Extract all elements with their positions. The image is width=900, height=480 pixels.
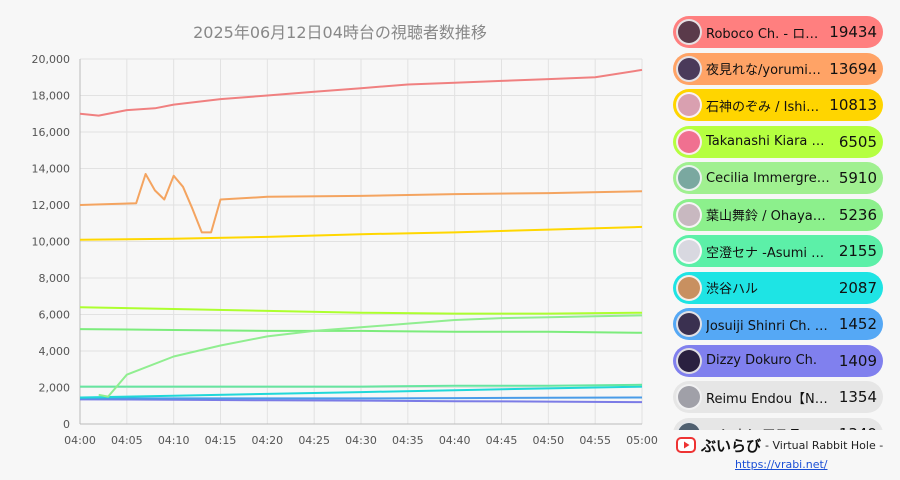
- series-lines: [79, 68, 643, 404]
- avatar: [676, 19, 702, 45]
- avatar: [676, 165, 702, 191]
- legend-item[interactable]: Reimu Endou【NIJISANJI EN】 1354: [673, 381, 883, 413]
- legend-item[interactable]: Takanashi Kiara Ch. 6505: [673, 125, 883, 158]
- brand-subtitle: - Virtual Rabbit Hole -: [765, 438, 884, 452]
- legend-item-value: 2087: [838, 278, 877, 297]
- legend-item-value: 1409: [838, 351, 877, 370]
- legend-item[interactable]: Dizzy Dokuro Ch. 1409: [673, 344, 883, 377]
- legend-item-value: 10813: [829, 96, 877, 114]
- line-chart: 2025年06月12日04時台の視聴者数推移 0 2,000 4,000 6,000 8…: [32, 23, 658, 447]
- legend-item-value: 19434: [829, 23, 877, 41]
- x-tick-label: 04:10: [158, 434, 190, 447]
- series-line: [79, 306, 643, 315]
- chart-title: 2025年06月12日04時台の視聴者数推移: [193, 23, 487, 42]
- x-tick-label: 04:30: [345, 434, 377, 447]
- x-tick-label: 04:15: [205, 434, 237, 447]
- legend-item-name: 空澄セナ -Asumi Sena-: [706, 245, 831, 261]
- legend-item-name: Takanashi Kiara Ch.: [706, 134, 831, 149]
- legend-item[interactable]: 石神のぞみ / Ishigami Nozomi 10813: [673, 89, 883, 121]
- legend-item-name: 葉山舞鈴 / Ohayama: [706, 209, 831, 224]
- grid: [79, 58, 643, 425]
- legend-item[interactable]: Cecilia Immergreen Ch. 5910: [673, 162, 883, 194]
- x-tick-label: 04:35: [392, 434, 424, 447]
- x-tick-label: 04:45: [486, 434, 518, 447]
- series-line: [79, 385, 643, 399]
- y-tick-label: 6,000: [39, 309, 71, 322]
- avatar: [676, 238, 702, 264]
- series-line: [79, 225, 643, 241]
- avatar: [676, 311, 702, 337]
- series-line: [80, 383, 643, 388]
- y-tick-label: 14,000: [32, 163, 71, 176]
- legend-item-name: Cecilia Immergreen Ch.: [706, 170, 831, 186]
- y-tick-label: 16,000: [32, 126, 71, 139]
- legend-item[interactable]: 夜見れな/yorumi rena 13694: [673, 52, 883, 85]
- y-tick-label: 8,000: [39, 272, 71, 285]
- legend-item-name: Roboco Ch. - ロボ子: [706, 26, 822, 42]
- avatar: [676, 55, 702, 82]
- x-tick-label: 04:25: [298, 434, 330, 447]
- legend-item[interactable]: Josuiji Shinri Ch. 如月真理 1452: [673, 308, 883, 340]
- series-line: [79, 68, 643, 117]
- x-tick-label: 04:40: [439, 434, 471, 447]
- brand-row: ぶいらび - Virtual Rabbit Hole -: [676, 434, 900, 456]
- legend-item-value: 5236: [838, 205, 877, 224]
- legend-item-name: 石神のぞみ / Ishigami Nozomi: [706, 99, 822, 115]
- legend-item[interactable]: ハシオト アスラ 1349: [673, 417, 883, 431]
- avatar: [676, 274, 702, 301]
- y-tick-label: 20,000: [32, 53, 71, 66]
- brand-name: ぶいらび: [701, 436, 762, 455]
- x-tick-label: 04:20: [251, 434, 283, 447]
- legend: Roboco Ch. - ロボ子 19434 夜見れな/yorumi rena 136…: [673, 16, 883, 430]
- avatar: [676, 384, 702, 410]
- legend-item-value: 2155: [838, 242, 877, 260]
- avatar: [676, 201, 702, 228]
- x-tick-label: 05:00: [626, 434, 658, 447]
- legend-item-name: 渋谷ハル: [706, 282, 759, 297]
- legend-item-name: ハシオト アスラ: [706, 424, 831, 430]
- legend-item-name: Josuiji Shinri Ch. 如月真理: [706, 318, 831, 334]
- series-line: [79, 328, 643, 334]
- y-tick-label: 10,000: [32, 236, 71, 249]
- legend-item[interactable]: 葉山舞鈴 / Ohayama 5236: [673, 198, 883, 231]
- series-line: [98, 314, 643, 398]
- y-tick-label: 0: [63, 418, 70, 431]
- x-tick-label: 04:00: [64, 434, 96, 447]
- avatar: [676, 92, 702, 118]
- legend-item-value: 1452: [838, 315, 877, 333]
- x-tick-label: 04:05: [111, 434, 143, 447]
- series-line: [79, 173, 643, 234]
- series-line: [80, 396, 643, 400]
- footer: ぶいらび - Virtual Rabbit Hole - https://vra…: [676, 432, 900, 480]
- avatar: [676, 420, 702, 430]
- avatar: [676, 347, 702, 374]
- y-tick-label: 12,000: [32, 199, 71, 212]
- legend-item-name: Reimu Endou【NIJISANJI EN】: [706, 391, 831, 407]
- legend-item-name: Dizzy Dokuro Ch.: [706, 353, 818, 368]
- legend-item-value: 13694: [829, 59, 877, 78]
- legend-item[interactable]: Roboco Ch. - ロボ子 19434: [673, 16, 883, 48]
- legend-item-value: 1349: [839, 425, 877, 431]
- legend-item-name: 夜見れな/yorumi rena: [706, 63, 821, 78]
- y-tick-label: 4,000: [39, 345, 71, 358]
- x-tick-label: 04:55: [579, 434, 611, 447]
- site-link[interactable]: https://vrabi.net/: [735, 458, 828, 471]
- play-button-icon: [676, 437, 696, 453]
- legend-item-value: 1354: [838, 388, 877, 406]
- axes: 0 2,000 4,000 6,000 8,000 10,000 12,000 14,000 1…: [32, 53, 658, 447]
- legend-item[interactable]: 渋谷ハル 2087: [673, 271, 883, 304]
- legend-item-value: 6505: [838, 132, 877, 151]
- legend-item[interactable]: 空澄セナ -Asumi Sena- 2155: [673, 235, 883, 267]
- x-tick-label: 04:50: [532, 434, 564, 447]
- legend-item-value: 5910: [838, 169, 877, 187]
- series-line: [79, 398, 643, 404]
- y-tick-label: 2,000: [39, 382, 71, 395]
- avatar: [676, 128, 702, 155]
- y-tick-label: 18,000: [32, 90, 71, 103]
